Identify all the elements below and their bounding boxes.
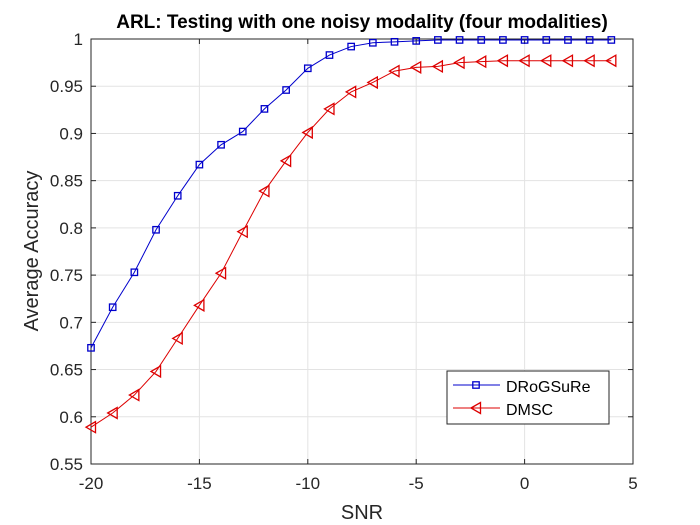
data-point-dmsc: [431, 59, 444, 74]
data-point-drogsure: [455, 36, 464, 44]
y-tick-label: 0.55: [50, 455, 83, 474]
data-point-dmsc: [344, 85, 357, 99]
data-point-drogsure: [87, 343, 95, 352]
legend: DRoGSuRe DMSC: [446, 370, 610, 425]
data-point-dmsc: [388, 64, 400, 78]
data-point-dmsc: [258, 184, 270, 198]
data-point-dmsc: [539, 54, 552, 68]
y-tick-label: 0.7: [59, 313, 83, 332]
data-point-drogsure: [108, 303, 117, 312]
legend-items: [453, 381, 500, 415]
data-point-dmsc: [149, 364, 162, 379]
series-line-dmsc: [90, 60, 612, 428]
y-axis-label: Average Accuracy: [21, 171, 43, 332]
data-point-dmsc: [128, 388, 140, 402]
series-line-drogsure: [90, 39, 612, 349]
data-point-drogsure: [282, 86, 290, 94]
plot-frame: [90, 38, 634, 465]
data-point-dmsc: [474, 55, 487, 69]
y-tick-label: 0.85: [50, 172, 83, 191]
x-tick-label: -20: [79, 474, 104, 493]
legend-box: [446, 370, 610, 425]
data-point-dmsc: [236, 225, 248, 239]
data-point-drogsure: [238, 127, 247, 136]
y-tick-label: 0.6: [59, 408, 83, 427]
data-point-dmsc: [214, 266, 227, 280]
data-point-dmsc: [366, 75, 378, 90]
legend-marker-drogsure: [472, 381, 480, 389]
data-point-drogsure: [499, 36, 507, 44]
y-tick-label: 1: [74, 30, 83, 49]
data-point-dmsc: [496, 54, 509, 68]
data-point-dmsc: [583, 54, 595, 68]
data-point-drogsure: [434, 36, 442, 44]
series-layer: [84, 36, 617, 434]
data-point-drogsure: [412, 37, 421, 45]
data-point-drogsure: [325, 51, 334, 59]
x-axis-label: SNR: [341, 502, 383, 524]
y-tick-label: 0.95: [50, 77, 83, 96]
data-point-drogsure: [195, 160, 204, 169]
x-tick-label: 5: [628, 474, 637, 493]
y-axis-ticks: 0.55 0.6 0.65 0.7 0.75 0.8 0.85 0.9 0.95 1: [50, 30, 633, 474]
data-point-dmsc: [301, 125, 313, 140]
data-point-drogsure: [607, 36, 616, 44]
legend-label-dmsc: DMSC: [506, 402, 553, 419]
data-point-drogsure: [173, 191, 182, 200]
x-tick-label: -15: [187, 474, 212, 493]
x-tick-label: -5: [409, 474, 424, 493]
data-point-drogsure: [564, 36, 572, 44]
y-tick-label: 0.75: [50, 266, 83, 285]
x-axis-ticks: -20 -15 -10 -5 0 5: [79, 39, 638, 493]
data-point-drogsure: [585, 36, 594, 44]
data-point-drogsure: [130, 268, 139, 277]
data-point-drogsure: [477, 36, 486, 44]
series-drogsure: [87, 36, 616, 352]
x-tick-label: -10: [296, 474, 321, 493]
data-point-drogsure: [368, 38, 377, 47]
y-tick-label: 0.8: [59, 219, 83, 238]
data-point-dmsc: [84, 420, 97, 434]
data-point-dmsc: [409, 60, 422, 74]
grid-lines: [90, 38, 634, 465]
y-tick-label: 0.65: [50, 361, 83, 380]
data-point-drogsure: [542, 36, 551, 44]
data-point-dmsc: [453, 55, 465, 70]
data-point-dmsc: [518, 54, 530, 68]
data-point-dmsc: [323, 102, 335, 116]
chart-title: ARL: Testing with one noisy modality (fo…: [116, 12, 608, 33]
x-tick-label: 0: [520, 474, 529, 493]
data-point-drogsure: [260, 105, 269, 113]
data-point-dmsc: [171, 331, 183, 346]
legend-marker-dmsc: [469, 401, 482, 415]
data-point-drogsure: [217, 140, 225, 149]
data-point-dmsc: [106, 406, 118, 420]
data-point-drogsure: [347, 42, 356, 51]
data-point-drogsure: [303, 64, 312, 73]
y-tick-label: 0.9: [59, 124, 83, 143]
data-point-dmsc: [605, 54, 617, 68]
data-point-drogsure: [390, 37, 399, 46]
legend-label-drogsure: DRoGSuRe: [506, 379, 591, 396]
data-point-drogsure: [152, 225, 160, 234]
data-point-dmsc: [561, 54, 574, 68]
data-point-drogsure: [520, 36, 529, 44]
data-point-dmsc: [279, 154, 292, 168]
data-point-dmsc: [193, 298, 205, 312]
series-dmsc: [84, 54, 617, 434]
